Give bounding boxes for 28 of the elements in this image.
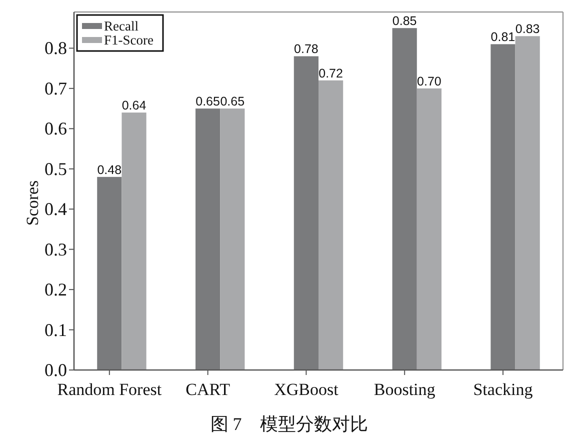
y-tick-label: 0.3: [44, 239, 67, 260]
data-label: 0.48: [97, 162, 122, 177]
y-tick-label: 0.6: [44, 118, 67, 139]
data-label: 0.85: [392, 14, 417, 28]
y-tick-label: 0.7: [44, 78, 67, 98]
data-label: 0.81: [490, 30, 516, 44]
data-label: 0.65: [220, 94, 245, 109]
y-tick-label: 0.0: [44, 360, 67, 380]
data-label: 0.83: [515, 22, 540, 36]
data-label: 0.78: [294, 42, 318, 56]
caption: 图 7 模型分数对比: [210, 414, 368, 434]
legend-label: Recall: [104, 18, 139, 34]
x-tick-label: CART: [186, 380, 231, 399]
data-label: 0.64: [122, 98, 146, 113]
data-label: 0.72: [318, 66, 344, 80]
data-label: 0.65: [196, 94, 220, 109]
y-tick-label: 0.5: [44, 158, 67, 179]
x-tick-label: Random Forest: [57, 380, 162, 399]
y-tick-label: 0.8: [44, 38, 67, 58]
y-tick-label: 0.4: [44, 199, 67, 220]
data-label: 0.70: [417, 74, 442, 88]
x-tick-label: Boosting: [374, 380, 436, 399]
y-tick-label: 0.2: [44, 280, 67, 300]
x-tick-label: Stacking: [473, 380, 534, 399]
y-tick-label: 0.1: [44, 320, 67, 340]
y-axis-title: Scores: [23, 180, 42, 226]
legend-label: F1-Score: [104, 32, 154, 48]
x-tick-label: XGBoost: [274, 380, 339, 399]
